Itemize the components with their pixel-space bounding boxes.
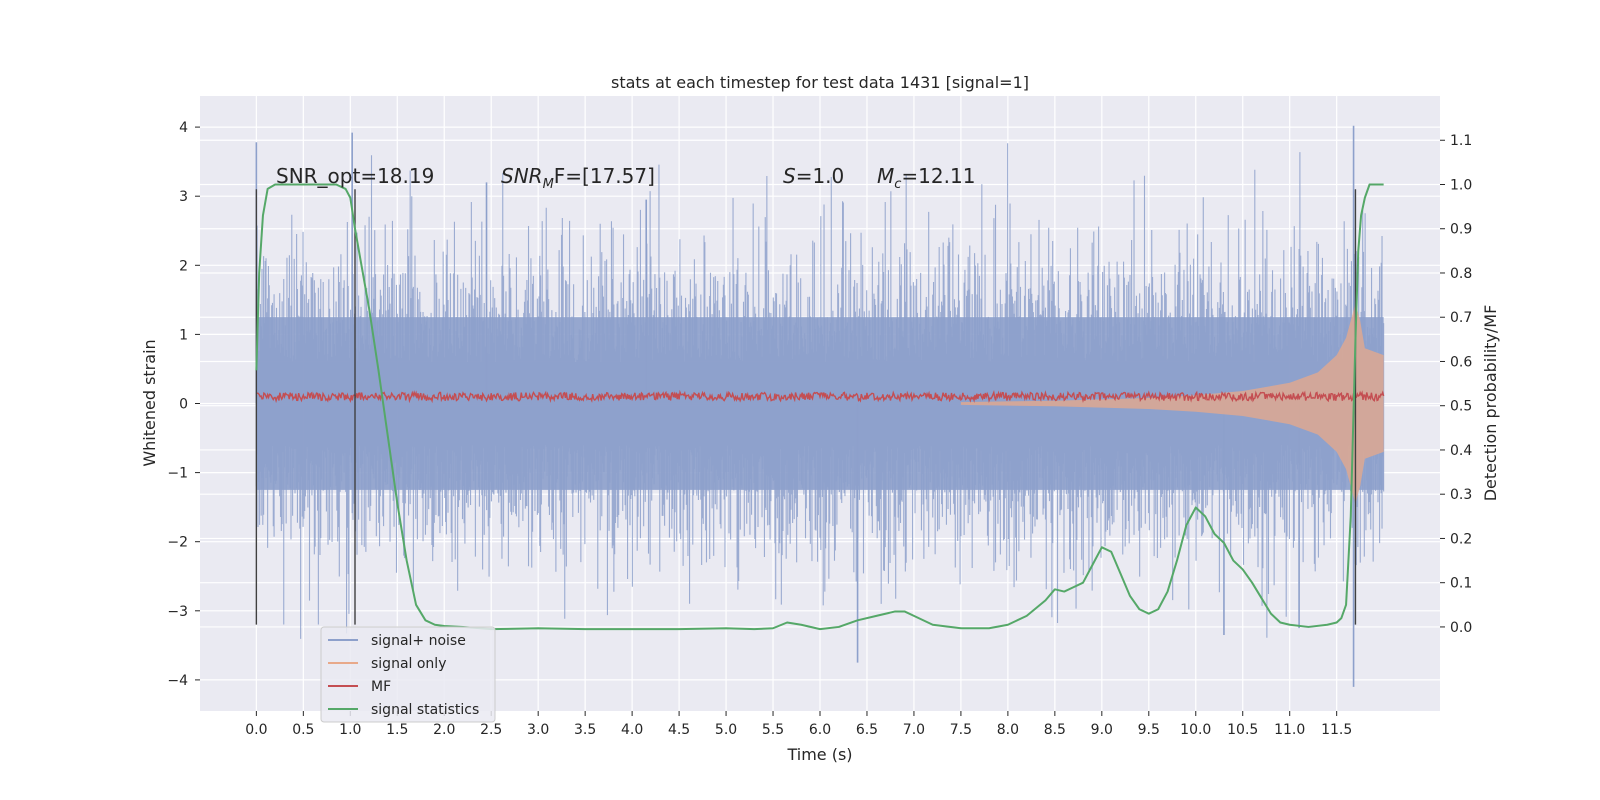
x-tick-label: 1.5	[386, 722, 408, 738]
legend: signal+ noise signal only MF signal stat…	[320, 626, 496, 723]
legend-label-signal-noise: signal+ noise	[371, 633, 466, 649]
y2-tick-label: 0.1	[1450, 576, 1472, 592]
y2-tick-label: 0.5	[1450, 399, 1472, 415]
y-tick-label: −2	[167, 535, 188, 551]
x-tick-label: 4.0	[621, 722, 643, 738]
y-tick-label: −4	[167, 673, 188, 689]
legend-label-signal-only: signal only	[371, 656, 446, 672]
y2-tick-label: 0.4	[1450, 443, 1472, 459]
chart-title: stats at each timestep for test data 143…	[611, 73, 1029, 92]
y-tick-label: 2	[179, 258, 188, 274]
y2-tick-label: 0.2	[1450, 531, 1472, 547]
snr-mf-value: F=[17.57]	[554, 164, 655, 188]
series-signal-statistics	[255, 183, 1384, 631]
y-tick-label: 3	[179, 189, 188, 205]
y2-tick-label: 0.3	[1450, 487, 1472, 503]
x-tick-label: 3.0	[527, 722, 549, 738]
y-tick-label: 0	[179, 397, 188, 413]
x-tick-label: 2.0	[433, 722, 455, 738]
y-tick-label: 4	[179, 120, 188, 136]
x-tick-label: 11.5	[1321, 722, 1352, 738]
x-tick-label: 4.5	[668, 722, 690, 738]
s-value: =1.0	[796, 164, 845, 188]
x-tick-label: 1.0	[339, 722, 361, 738]
x-tick-label: 11.0	[1274, 722, 1305, 738]
legend-label-mf: MF	[371, 679, 391, 695]
annotations: SNR_opt=18.19 SNRMF=[17.57] S=1.0 Mc=12.…	[276, 164, 975, 192]
x-tick-label: 10.0	[1180, 722, 1211, 738]
y-tick-label: −1	[167, 466, 188, 482]
series-mf	[256, 389, 1385, 404]
x-tick-label: 8.0	[997, 722, 1019, 738]
x-tick-label: 5.5	[762, 722, 784, 738]
annotation-mc: Mc=12.11	[877, 164, 975, 192]
x-tick-label: 10.5	[1227, 722, 1258, 738]
series-signal-only	[960, 303, 1384, 504]
snr-mf-subscript: M	[543, 177, 554, 192]
y2-tick-label: 0.6	[1450, 354, 1472, 370]
x-tick-label: 7.0	[903, 722, 925, 738]
annotation-snr-opt: SNR_opt=18.19	[276, 164, 434, 188]
x-tick-label: 8.5	[1044, 722, 1066, 738]
snr-mf-symbol: SNR	[501, 164, 543, 188]
y-tick-label: 1	[179, 327, 188, 343]
mc-value: =12.11	[901, 164, 975, 188]
y-tick-label: −3	[167, 604, 188, 620]
y-axis-left: 4 3 2 1 0 −1 −2 −3 −4	[167, 120, 200, 689]
x-tick-label: 9.5	[1138, 722, 1160, 738]
x-tick-label: 0.5	[292, 722, 314, 738]
data-layer	[255, 125, 1385, 687]
y-axis-label: Whitened strain	[140, 339, 159, 466]
y2-tick-label: 0.7	[1450, 310, 1472, 326]
x-tick-label: 3.5	[574, 722, 596, 738]
legend-box	[320, 626, 496, 723]
x-tick-label: 0.0	[245, 722, 267, 738]
y2-tick-label: 1.0	[1450, 177, 1472, 193]
x-axis-label: Time (s)	[786, 745, 852, 764]
x-tick-label: 6.0	[809, 722, 831, 738]
annotation-snr-mf: SNRMF=[17.57]	[501, 164, 655, 192]
y2-tick-label: 0.8	[1450, 266, 1472, 282]
x-tick-label: 2.5	[480, 722, 502, 738]
y2-tick-label: 0.9	[1450, 222, 1472, 238]
x-tick-label: 7.5	[950, 722, 972, 738]
legend-label-signal-statistics: signal statistics	[371, 702, 479, 718]
mc-symbol: M	[877, 164, 894, 188]
y2-tick-label: 0.0	[1450, 620, 1472, 636]
s-symbol: S	[783, 164, 796, 188]
x-tick-label: 6.5	[856, 722, 878, 738]
x-tick-label: 5.0	[715, 722, 737, 738]
x-tick-label: 9.0	[1091, 722, 1113, 738]
mc-subscript: c	[894, 177, 901, 192]
y2-axis-label: Detection probability/MF	[1481, 305, 1500, 502]
y2-tick-label: 1.1	[1450, 133, 1472, 149]
y-axis-right: 1.1 1.0 0.9 0.8 0.7 0.6 0.5 0.4 0.3 0.2 0.1 0.0	[1440, 133, 1472, 636]
annotation-s: S=1.0	[783, 164, 844, 188]
x-axis: 0.0 0.5 1.0 1.5 2.0 2.5 3.0 3.5 4.0 4.5 5.0 5.5 6.0 6…	[245, 711, 1352, 738]
